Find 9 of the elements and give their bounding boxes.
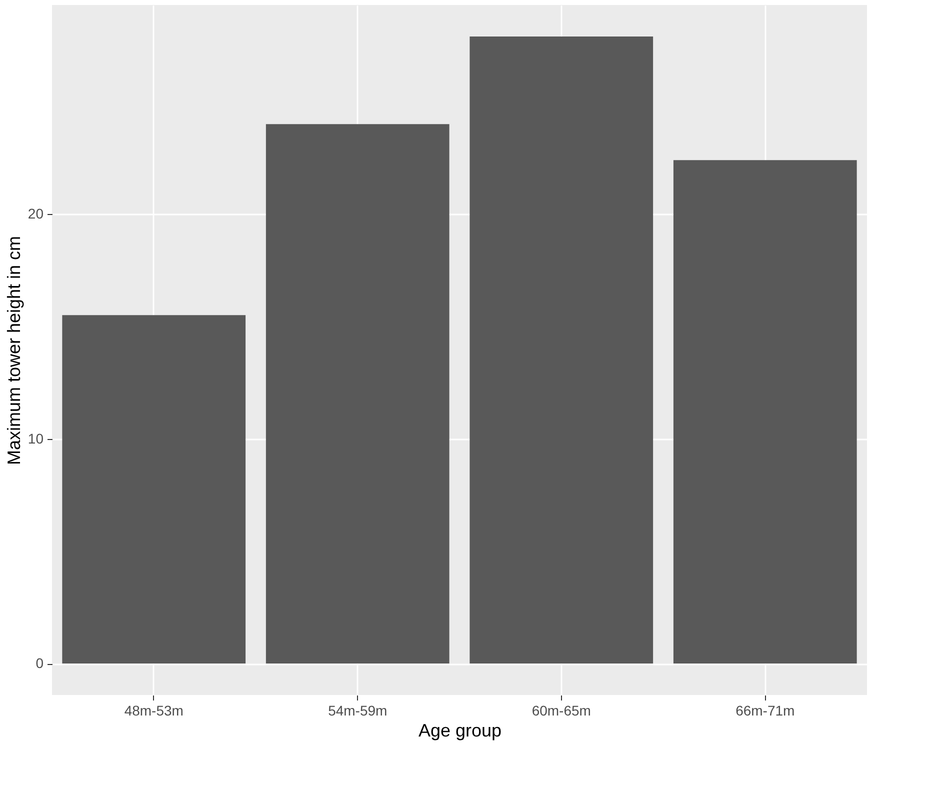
- y-tick-label: 10: [28, 430, 44, 446]
- y-tick-label: 20: [28, 206, 44, 222]
- x-tick-label: 48m-53m: [124, 702, 184, 718]
- x-tick-label: 60m-65m: [532, 702, 591, 718]
- y-tick-label: 0: [36, 655, 44, 672]
- y-axis-title: Maximum tower height in cm: [4, 236, 24, 466]
- x-tick-label: 54m-59m: [328, 702, 388, 718]
- x-tick-label: 66m-71m: [736, 702, 795, 718]
- x-axis-title: Age group: [418, 720, 502, 740]
